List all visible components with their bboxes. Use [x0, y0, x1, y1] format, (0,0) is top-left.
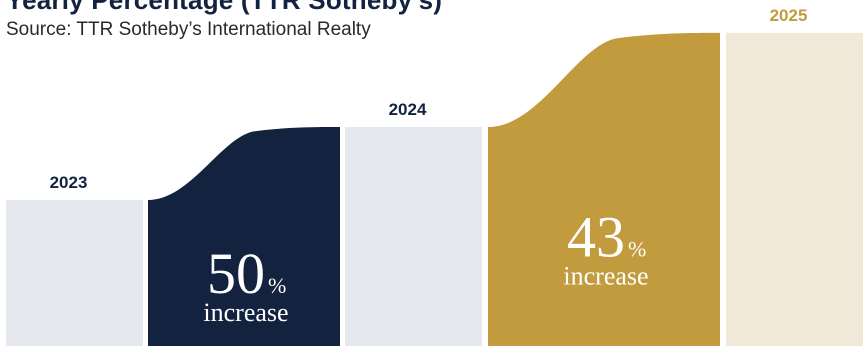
growth-flow-2024-2025 [488, 32, 720, 346]
percent-value-2024-2025: 43 [567, 205, 625, 270]
percent-sign-2023-2024: % [268, 273, 286, 298]
year-label-2025: 2025 [770, 6, 808, 25]
increase-label-2023-2024: increase [203, 298, 288, 327]
bar-2023 [6, 200, 143, 346]
source-note: Source: TTR Sotheby’s International Real… [6, 19, 371, 40]
percent-value-2023-2024: 50 [207, 241, 265, 306]
increase-label-2024-2025: increase [563, 262, 648, 291]
year-label-2024: 2024 [389, 100, 427, 119]
chart-title: Yearly Percentage (TTR Sotheby's) [6, 0, 443, 15]
year-label-2023: 2023 [50, 173, 88, 192]
growth-flow-2023-2024 [148, 127, 340, 346]
bar-2024 [345, 127, 482, 346]
percent-sign-2024-2025: % [628, 237, 646, 262]
bar-2025 [726, 32, 863, 346]
